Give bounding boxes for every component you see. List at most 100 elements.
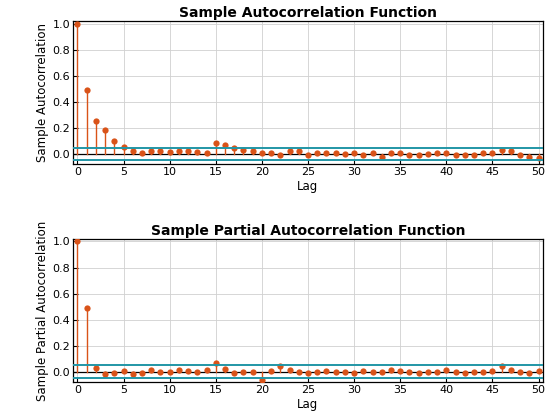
Point — [433, 369, 442, 376]
Y-axis label: Sample Autocorrelation: Sample Autocorrelation — [36, 23, 49, 162]
Point — [396, 150, 405, 157]
Point — [460, 152, 469, 159]
Point — [405, 151, 414, 158]
Point — [304, 370, 312, 376]
Point — [73, 20, 82, 27]
Point — [239, 369, 248, 376]
Point — [258, 149, 267, 156]
Point — [248, 368, 257, 375]
Point — [267, 150, 276, 157]
Point — [377, 153, 386, 160]
Point — [221, 142, 230, 149]
Point — [101, 371, 110, 378]
Title: Sample Partial Autocorrelation Function: Sample Partial Autocorrelation Function — [151, 224, 465, 238]
Point — [414, 370, 423, 376]
Point — [211, 360, 220, 366]
Point — [202, 367, 211, 374]
Point — [221, 366, 230, 373]
Point — [423, 368, 432, 375]
Point — [211, 140, 220, 147]
Point — [239, 147, 248, 153]
Point — [147, 367, 156, 374]
Point — [193, 149, 202, 155]
Point — [525, 370, 534, 376]
Point — [119, 144, 128, 151]
Point — [469, 151, 478, 158]
Point — [193, 368, 202, 375]
Point — [230, 144, 239, 151]
Point — [396, 368, 405, 375]
Point — [525, 153, 534, 160]
Point — [460, 370, 469, 376]
Point — [119, 368, 128, 375]
Point — [128, 370, 137, 377]
Point — [285, 367, 294, 374]
Point — [479, 150, 488, 157]
Point — [165, 368, 174, 375]
Point — [497, 362, 506, 369]
Point — [276, 362, 285, 369]
Point — [91, 118, 100, 125]
Point — [488, 150, 497, 157]
Point — [368, 369, 377, 376]
Point — [73, 238, 82, 245]
Point — [312, 368, 321, 375]
Point — [248, 148, 257, 155]
X-axis label: Lag: Lag — [297, 180, 319, 193]
Point — [442, 150, 451, 157]
Point — [506, 367, 515, 374]
Point — [488, 368, 497, 375]
Point — [295, 369, 304, 376]
Point — [156, 148, 165, 155]
Point — [331, 368, 340, 375]
Point — [359, 368, 368, 375]
Point — [506, 147, 515, 154]
Point — [82, 87, 91, 93]
Point — [451, 151, 460, 158]
Point — [304, 152, 312, 159]
Point — [322, 149, 331, 156]
Point — [479, 368, 488, 375]
Point — [138, 149, 147, 156]
Point — [340, 150, 349, 157]
Point — [368, 150, 377, 157]
Point — [138, 370, 147, 376]
Point — [202, 149, 211, 156]
Point — [349, 370, 358, 376]
Point — [469, 369, 478, 376]
Point — [359, 152, 368, 159]
Point — [516, 152, 525, 159]
Point — [377, 369, 386, 376]
Point — [349, 150, 358, 157]
Point — [147, 147, 156, 154]
Point — [110, 370, 119, 376]
Y-axis label: Sample Partial Autocorrelation: Sample Partial Autocorrelation — [36, 220, 49, 401]
Point — [433, 150, 442, 157]
Point — [267, 368, 276, 375]
Point — [322, 368, 331, 375]
Point — [534, 155, 543, 162]
Point — [91, 365, 100, 371]
Point — [534, 368, 543, 375]
Point — [174, 367, 183, 374]
Point — [276, 151, 285, 158]
Point — [340, 369, 349, 376]
Point — [258, 376, 267, 383]
X-axis label: Lag: Lag — [297, 398, 319, 411]
Point — [230, 370, 239, 376]
Point — [516, 369, 525, 376]
Point — [82, 304, 91, 311]
Title: Sample Autocorrelation Function: Sample Autocorrelation Function — [179, 6, 437, 20]
Point — [156, 369, 165, 376]
Point — [386, 367, 395, 374]
Point — [442, 367, 451, 374]
Point — [165, 149, 174, 155]
Point — [414, 152, 423, 159]
Point — [174, 148, 183, 155]
Point — [184, 147, 193, 154]
Point — [497, 147, 506, 154]
Point — [295, 148, 304, 155]
Point — [331, 150, 340, 157]
Point — [184, 368, 193, 375]
Point — [423, 150, 432, 157]
